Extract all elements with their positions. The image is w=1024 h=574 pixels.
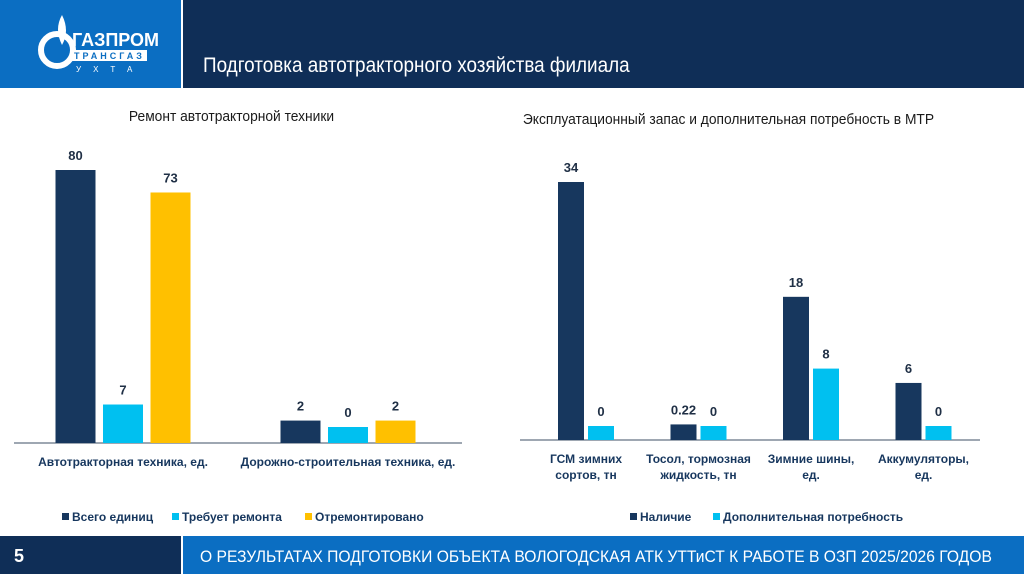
category-label: Дорожно-строительная техника, ед. [241,455,456,469]
footer-right [183,536,1024,574]
page-title: Подготовка автотракторного хозяйства фил… [203,54,630,77]
legend-swatch [630,513,637,520]
chart-title-mtr: Эксплуатационный запас и дополнительная … [522,111,935,128]
data-label: 2 [297,399,304,414]
category-label: Аккумуляторы, [878,452,969,466]
data-label: 2 [392,399,399,414]
category-label: Автотракторная техника, ед. [38,455,208,469]
bar [328,427,368,443]
footer-text: О РЕЗУЛЬТАТАХ ПОДГОТОВКИ ОБЪЕКТА ВОЛОГОД… [200,547,992,566]
gazprom-logo-icon: ГАЗПРОМ ТРАНСГАЗ УХТА [38,15,159,74]
bar [700,426,727,440]
data-label: 0 [344,405,351,420]
legend-label: Отремонтировано [315,510,424,524]
chart-title-repair: Ремонт автотракторной техники [128,108,335,125]
category-label: ед. [915,468,933,482]
data-label: 0.22 [671,402,696,417]
bar [280,420,321,443]
data-label: 73 [163,170,177,185]
legend-label: Всего единиц [72,510,154,524]
legend-swatch [305,513,312,520]
data-label: 34 [564,160,579,175]
data-label: 80 [68,148,82,163]
legend-label: Дополнительная потребность [723,510,903,524]
svg-text:ТРАНСГАЗ: ТРАНСГАЗ [74,51,145,61]
legend-label: Требует ремонта [182,510,282,524]
header-bar [183,0,1024,88]
bar [895,382,922,440]
category-label: Тосол, тормозная [646,452,751,466]
legend-swatch [172,513,179,520]
data-label: 18 [789,275,803,290]
category-label: ед. [802,468,820,482]
bar [670,424,697,440]
data-label: 0 [710,404,717,419]
category-label: жидкость, тн [659,468,736,482]
legend-swatch [62,513,69,520]
category-label: сортов, тн [555,468,616,482]
bar [588,426,614,440]
bar [813,368,839,440]
data-label: 8 [822,347,829,362]
legend-swatch [713,513,720,520]
data-label: 0 [935,404,942,419]
company-logo: ГАЗПРОМ ТРАНСГАЗ УХТА [0,0,181,88]
page-number: 5 [14,546,25,566]
category-label: Зимние шины, [768,452,855,466]
data-label: 6 [905,361,912,376]
svg-text:ГАЗПРОМ: ГАЗПРОМ [72,30,159,50]
category-label: ГСМ зимних [550,452,622,466]
bar [150,192,191,443]
bar [103,404,143,443]
bar [55,170,96,443]
bar [375,420,416,443]
bar [783,296,809,440]
data-label: 7 [119,383,126,398]
bar [558,182,584,440]
data-label: 0 [597,404,604,419]
footer-left [0,536,181,574]
bar [925,426,952,440]
svg-text:УХТА: УХТА [76,65,144,74]
legend-label: Наличие [640,510,692,524]
